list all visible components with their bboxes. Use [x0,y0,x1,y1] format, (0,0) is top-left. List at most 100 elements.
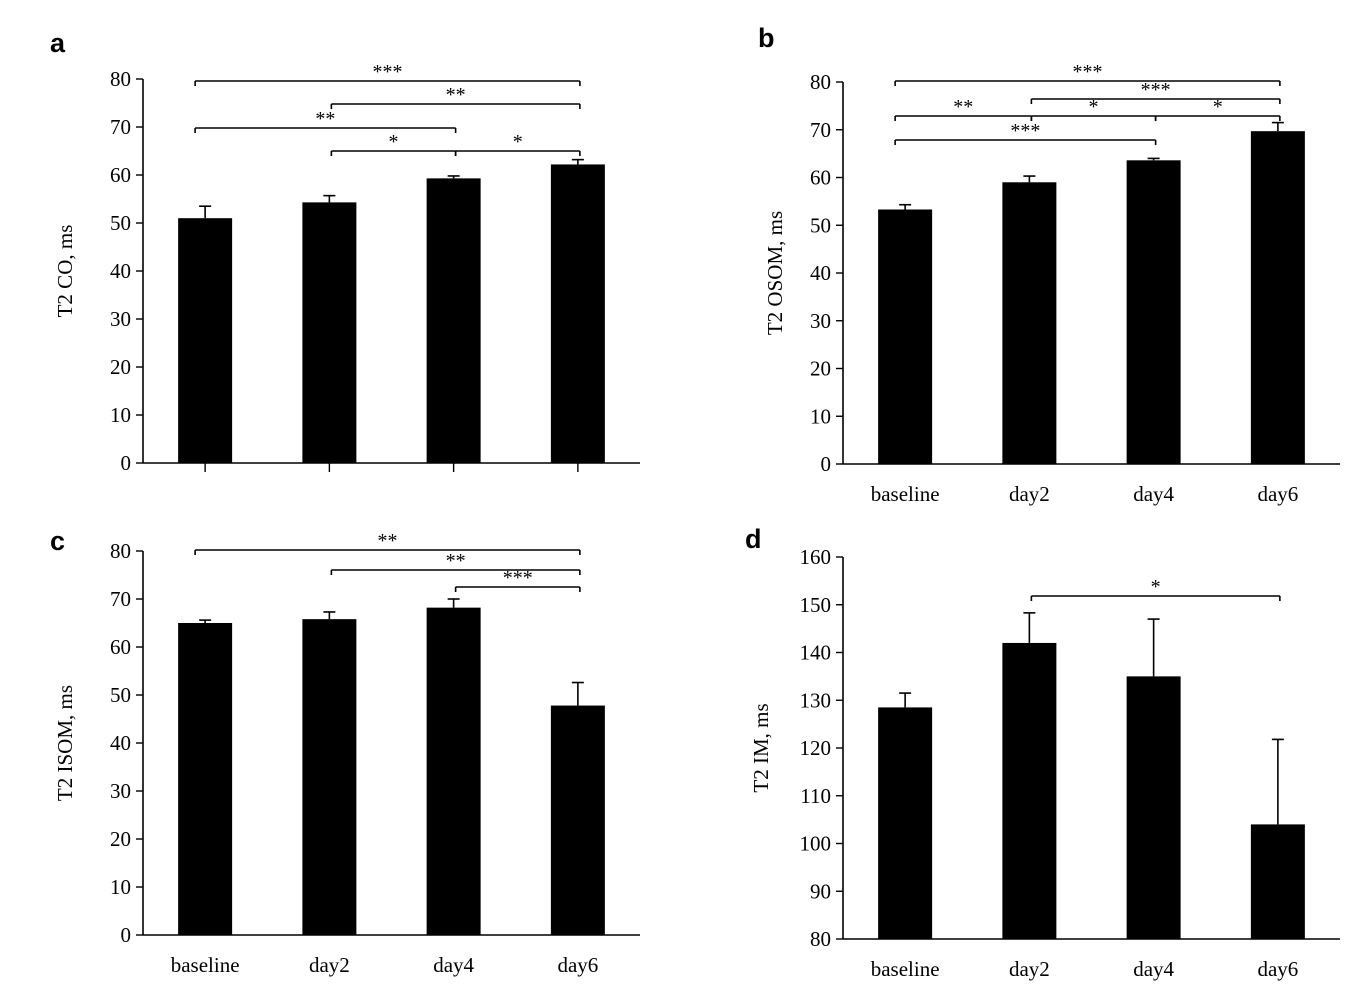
y-tick-label: 10 [110,403,131,427]
bar [302,202,357,464]
y-tick-label: 70 [110,587,131,611]
y-axis-label: T2 CO, ms [53,225,77,318]
significance-bracket: * [1030,576,1281,601]
significance-label: *** [1141,79,1171,101]
bar [550,705,605,935]
bar [426,607,481,935]
y-tick-label: 50 [810,213,831,237]
bar [550,164,605,463]
y-tick-label: 40 [110,259,131,283]
significance-bracket: ** [894,96,1033,121]
y-tick-label: 50 [110,683,131,707]
significance-label: ** [446,84,466,106]
x-tick-label: day6 [1257,482,1298,506]
y-tick-label: 20 [110,827,131,851]
significance-bracket: ** [194,108,457,133]
significance-label: ** [378,530,398,552]
significance-label: * [389,131,399,153]
y-tick-label: 70 [810,118,831,142]
bar [178,218,233,463]
y-tick-label: 150 [800,593,832,617]
bar [1002,182,1057,464]
significance-bracket: *** [1030,79,1281,104]
y-axis-label: T2 ISOM, ms [53,685,77,801]
chart-panel-d: d T2 IM, ms 80 90 100 110 120 130 140 150 160 basel… [745,524,1340,981]
significance-label: * [513,131,523,153]
significance-label: ** [315,108,335,130]
y-tick-label: 120 [800,736,832,760]
significance-bracket: *** [454,567,581,592]
x-tick-label: day4 [433,953,474,977]
bar [426,178,481,464]
y-tick-label: 90 [810,879,831,903]
y-tick-label: 0 [821,452,832,476]
y-tick-label: 160 [800,545,832,569]
significance-label: *** [373,61,403,83]
y-tick-label: 80 [110,539,131,563]
significance-label: * [1213,96,1223,118]
y-tick-label: 130 [800,688,832,712]
y-tick-label: 60 [110,163,131,187]
bar [1126,676,1181,939]
significance-bracket: ** [330,550,581,575]
y-tick-label: 10 [810,404,831,428]
bar [1250,824,1305,939]
y-tick-label: 80 [110,67,131,91]
y-tick-label: 60 [810,166,831,190]
y-tick-label: 30 [110,307,131,331]
bar [302,619,357,935]
y-tick-label: 100 [800,832,832,856]
y-tick-label: 60 [110,635,131,659]
significance-label: *** [1073,61,1103,83]
y-tick-label: 0 [121,923,132,947]
x-tick-label: day6 [557,953,598,977]
y-tick-label: 40 [110,731,131,755]
bar [178,623,233,935]
x-tick-label: baseline [871,482,940,506]
y-tick-label: 20 [110,355,131,379]
y-tick-label: 10 [110,875,131,899]
significance-bracket: * [454,131,581,156]
y-tick-label: 80 [810,927,831,951]
significance-label: ** [953,96,973,118]
x-tick-label: day4 [1133,482,1174,506]
x-tick-label: baseline [171,953,240,977]
y-tick-label: 70 [110,115,131,139]
significance-bracket: ** [194,530,581,555]
significance-bracket: * [330,131,457,156]
bar [1250,131,1305,464]
chart-panel-c: c T2 ISOM, ms 0 10 20 30 40 50 60 70 80 baseline day… [50,526,640,977]
x-tick-label: day2 [1009,482,1050,506]
significance-label: * [1151,576,1161,598]
y-axis-label: T2 IM, ms [749,703,773,792]
significance-bracket: * [1154,96,1281,121]
panel-label: c [50,526,65,556]
significance-bracket: *** [894,61,1281,86]
x-tick-label: day4 [1133,957,1174,981]
panel-label: d [745,524,762,554]
y-tick-label: 30 [110,779,131,803]
significance-label: * [1089,96,1099,118]
significance-bracket: *** [894,120,1157,145]
x-tick-label: baseline [871,957,940,981]
y-tick-label: 0 [121,451,132,475]
y-tick-label: 80 [810,70,831,94]
y-axis-label: T2 OSOM, ms [763,211,787,335]
y-tick-label: 110 [800,784,831,808]
significance-bracket: *** [194,61,581,86]
chart-panel-b: b T2 OSOM, ms 0 10 20 30 40 50 60 70 80 baseline day… [758,23,1340,506]
x-tick-label: day2 [309,953,350,977]
y-tick-label: 40 [810,261,831,285]
bar [1126,160,1181,464]
significance-bracket: ** [330,84,581,109]
x-tick-label: day2 [1009,957,1050,981]
y-tick-label: 140 [800,641,832,665]
panel-label: b [758,23,775,53]
bar [878,209,933,464]
significance-label: *** [503,567,533,589]
x-tick-label: day6 [1257,957,1298,981]
panel-label: a [50,28,66,58]
significance-label: *** [1010,120,1040,142]
